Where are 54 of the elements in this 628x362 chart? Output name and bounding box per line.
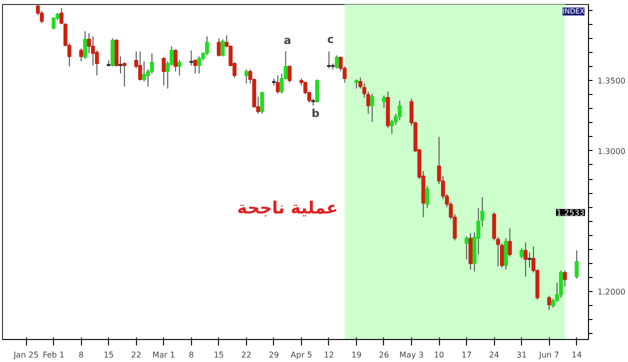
candlestick bbox=[216, 38, 221, 57]
candlestick bbox=[562, 270, 567, 288]
candlestick bbox=[558, 270, 563, 298]
x-tick-label: 26 bbox=[378, 350, 390, 360]
candlestick bbox=[520, 248, 524, 259]
candlestick bbox=[189, 50, 194, 66]
x-tick-label: 17 bbox=[461, 350, 472, 360]
x-tick-label: 29 bbox=[268, 350, 279, 360]
x-tick-label: 8 bbox=[188, 350, 194, 360]
x-tick-label: 8 bbox=[78, 350, 84, 360]
candlestick bbox=[260, 91, 264, 114]
candlestick bbox=[334, 54, 339, 69]
candlestick bbox=[315, 79, 320, 104]
annotation: c bbox=[327, 33, 334, 46]
y-tick-label: 1.3500 bbox=[598, 76, 626, 86]
y-tick-label: 1.3000 bbox=[598, 146, 626, 156]
candlestick bbox=[220, 38, 225, 57]
candlestick bbox=[508, 228, 512, 257]
annotation: عملية ناجحة bbox=[237, 198, 338, 218]
candlestick bbox=[524, 242, 528, 278]
candlestick bbox=[398, 100, 402, 120]
x-tick-label: Apr 5 bbox=[290, 350, 312, 360]
x-tick-label: 10 bbox=[434, 350, 444, 360]
candlestick bbox=[382, 95, 386, 108]
x-tick-label: Mar 1 bbox=[152, 350, 176, 360]
x-tick-label: Jan 25 bbox=[12, 350, 39, 360]
candlestick bbox=[276, 74, 280, 94]
candlestick bbox=[547, 295, 552, 310]
x-tick-label: 19 bbox=[351, 350, 362, 360]
x-tick-label: 15 bbox=[104, 350, 114, 360]
candlestick bbox=[174, 48, 178, 72]
candlestick bbox=[178, 60, 182, 76]
candlestick bbox=[464, 236, 469, 260]
x-tick-label: 24 bbox=[489, 350, 500, 360]
x-tick-label: 12 bbox=[324, 350, 334, 360]
annotation: a bbox=[284, 34, 292, 47]
x-tick-label: 22 bbox=[131, 350, 142, 360]
x-tick-label: 22 bbox=[241, 350, 252, 360]
y-tick-label: 1.2000 bbox=[598, 288, 626, 297]
candlestick bbox=[574, 250, 579, 280]
x-tick-label: 15 bbox=[214, 350, 224, 360]
x-tick-label: 31 bbox=[516, 350, 527, 360]
x-tick-label: Feb 1 bbox=[42, 350, 65, 360]
candlestick bbox=[326, 50, 331, 69]
candlestick bbox=[528, 252, 532, 268]
annotation: b bbox=[312, 107, 320, 120]
annotation: 1.2533 bbox=[556, 208, 585, 218]
candlestick bbox=[197, 56, 202, 74]
x-tick-label: 14 bbox=[572, 350, 582, 360]
candlestick bbox=[354, 79, 358, 90]
candlestick bbox=[370, 93, 374, 122]
candlestick bbox=[244, 68, 248, 84]
x-tick-label: May 3 bbox=[399, 350, 424, 360]
x-tick-label: Jun 7 bbox=[538, 350, 560, 360]
